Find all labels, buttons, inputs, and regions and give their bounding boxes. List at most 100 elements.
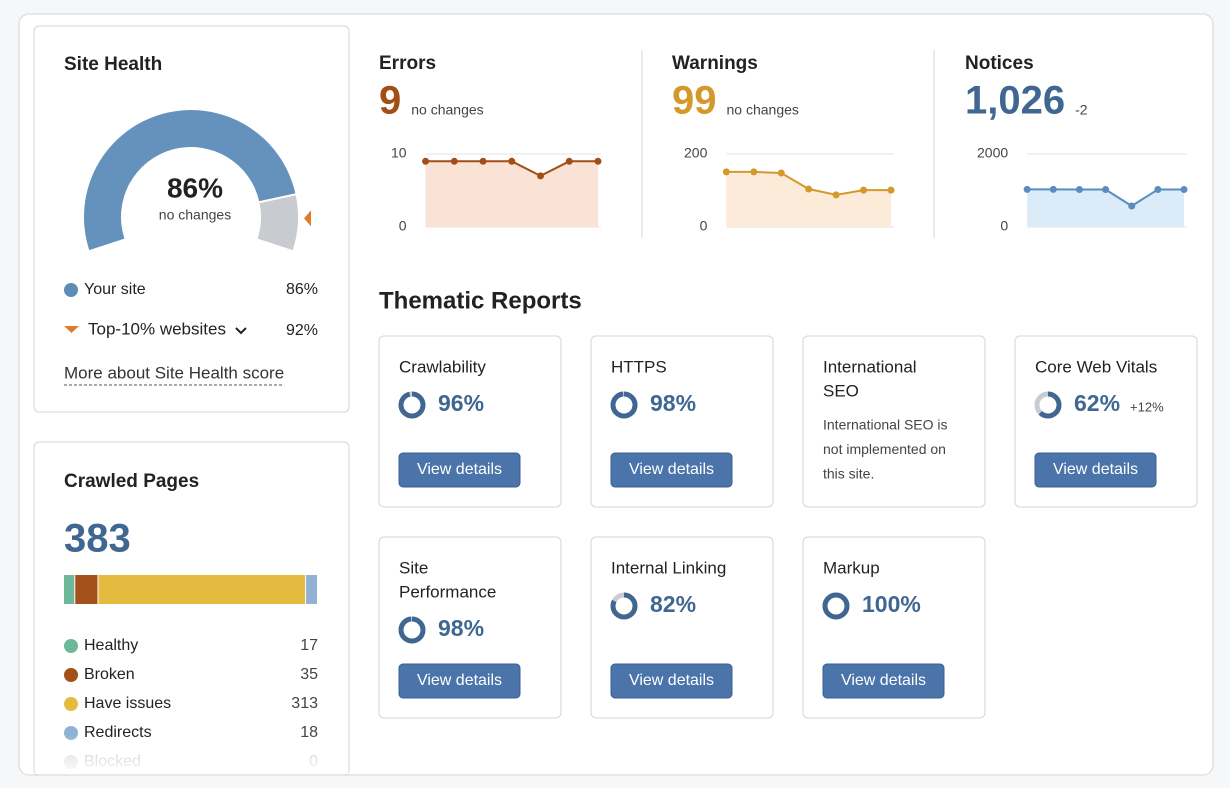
issue-title: Errors (379, 53, 436, 74)
legend-label: Your site (84, 281, 146, 298)
legend-dot (64, 283, 78, 297)
legend-value: 313 (291, 695, 318, 712)
chevron[interactable] (235, 327, 247, 335)
report-card (802, 335, 986, 508)
bar-segment (98, 575, 306, 604)
gauge-score (83, 109, 296, 251)
card-title: Crawlability (399, 357, 486, 376)
point (860, 186, 868, 194)
view-details-button[interactable] (610, 452, 733, 488)
area (1027, 189, 1184, 227)
card-percent: 98% (438, 615, 484, 641)
site-health-card (33, 25, 350, 413)
point (750, 168, 758, 176)
point (479, 157, 487, 165)
issue-title: Warnings (672, 53, 758, 74)
gauge-note: no changes (159, 207, 231, 223)
card-description: not implemented on (823, 441, 946, 457)
card-title: Markup (823, 558, 880, 577)
card-title: International (823, 357, 917, 376)
ring-value (610, 391, 638, 419)
card-percent: 98% (650, 390, 696, 416)
point (1075, 185, 1083, 193)
legend-dot (64, 639, 78, 653)
gauge-score-label: 86% (167, 172, 223, 203)
point (887, 186, 895, 194)
point (1049, 185, 1057, 193)
point (450, 157, 458, 165)
button-label[interactable]: View details (417, 672, 502, 689)
legend-dot (64, 668, 78, 682)
y-tick-label: 0 (399, 218, 407, 234)
card-percent: 62% (1074, 390, 1120, 416)
point (565, 157, 573, 165)
y-tick-label: 10 (391, 145, 407, 161)
y-tick-label: 2000 (977, 145, 1008, 161)
legend-value: 92% (286, 322, 318, 339)
legend-label: Have issues (84, 695, 171, 712)
fade (35, 735, 348, 774)
card-title: Internal Linking (611, 558, 726, 577)
health-link[interactable]: More about Site Health score (64, 363, 284, 382)
card-percent: 96% (438, 390, 484, 416)
point (594, 157, 602, 165)
point (508, 157, 516, 165)
button-label[interactable]: View details (417, 461, 502, 478)
crawled-pages-card (33, 441, 350, 776)
button-label[interactable]: View details (1053, 461, 1138, 478)
point (722, 168, 730, 176)
issue-change: no changes (411, 102, 483, 118)
point (805, 185, 813, 193)
point (422, 157, 430, 165)
card-percent: 82% (650, 591, 696, 617)
legend-label[interactable]: Top-10% websites (88, 319, 226, 338)
ring-value (398, 616, 426, 644)
card-title: Performance (399, 582, 496, 601)
point (1180, 186, 1188, 194)
legend-dot (64, 697, 78, 711)
y-tick-label: 0 (1000, 218, 1008, 234)
thematic-title: Thematic Reports (379, 287, 582, 314)
area (425, 161, 598, 227)
legend-value: 86% (286, 281, 318, 298)
y-tick-label: 0 (700, 218, 708, 234)
bar-segment (306, 575, 317, 604)
legend-triangle (64, 326, 79, 333)
area (726, 171, 891, 227)
site-health-title: Site Health (64, 54, 162, 75)
gauge-marker (303, 210, 311, 227)
view-details-button[interactable] (822, 663, 945, 699)
legend-label: Healthy (84, 637, 138, 654)
card-title: HTTPS (611, 357, 667, 376)
card-change: +12% (1130, 399, 1164, 414)
ring-value (822, 592, 850, 620)
point (832, 191, 840, 199)
card-title: Core Web Vitals (1035, 357, 1157, 376)
button-label[interactable]: View details (629, 461, 714, 478)
point (1154, 185, 1162, 193)
ring-value (398, 391, 426, 419)
gauge-gap (258, 193, 297, 204)
bar-segment (75, 575, 98, 604)
view-details-button[interactable] (1034, 452, 1157, 488)
issue-title: Notices (965, 53, 1034, 74)
legend-label: Broken (84, 666, 135, 683)
button-label[interactable]: View details (841, 672, 926, 689)
issue-count: 9 (379, 79, 401, 123)
point (1102, 186, 1110, 194)
view-details-button[interactable] (398, 663, 521, 699)
button-label[interactable]: View details (629, 672, 714, 689)
point (1023, 185, 1031, 193)
bar-segment (64, 575, 75, 604)
card-description: International SEO is (823, 417, 948, 433)
issue-change: -2 (1075, 102, 1088, 118)
card-description: this site. (823, 466, 874, 482)
card-percent: 100% (862, 591, 921, 617)
gauge-rest (257, 194, 298, 251)
issue-count: 99 (672, 79, 717, 123)
view-details-button[interactable] (398, 452, 521, 488)
legend-value: 35 (300, 666, 318, 683)
view-details-button[interactable] (610, 663, 733, 699)
